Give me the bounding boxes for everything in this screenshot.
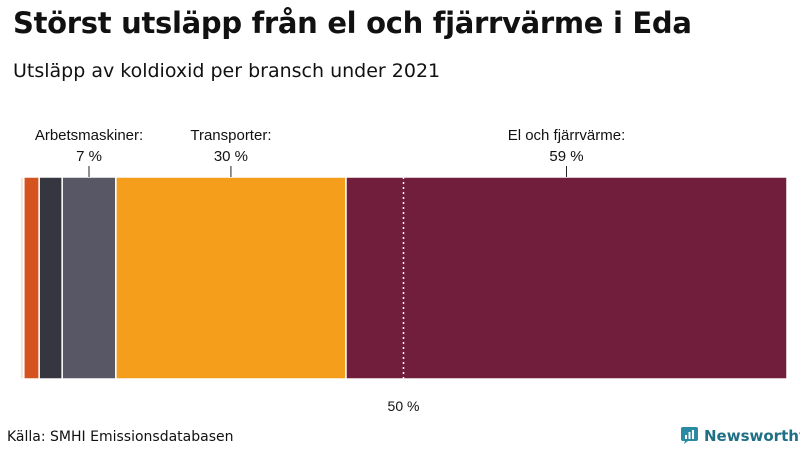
bar-segment-3 bbox=[61, 176, 117, 380]
segment-label-5: El och fjärrvärme: bbox=[508, 127, 626, 144]
segment-value-label-5: 59 % bbox=[549, 148, 583, 165]
bar-segment-2 bbox=[38, 176, 63, 380]
segment-label-3: Arbetsmaskiner: bbox=[35, 127, 143, 144]
bar-segment-5 bbox=[345, 176, 788, 380]
chart-title: Störst utsläpp från el och fjärrvärme i … bbox=[13, 6, 692, 40]
segment-value-label-3: 7 % bbox=[76, 148, 102, 165]
segment-value-label-4: 30 % bbox=[214, 148, 248, 165]
source-note: Källa: SMHI Emissionsdatabasen bbox=[7, 429, 234, 445]
bar-segments bbox=[19, 176, 788, 380]
bar-segment-4 bbox=[115, 176, 347, 380]
newsworthy-logo-text: Newsworthy bbox=[704, 426, 800, 445]
newsworthy-logo-icon bbox=[681, 427, 698, 444]
bar-segment-1 bbox=[23, 176, 40, 380]
reference-line-label: 50 % bbox=[388, 398, 420, 414]
segment-labels: Arbetsmaskiner: 7 % Transporter: 30 % El och… bbox=[35, 127, 626, 178]
chart-subtitle: Utsläpp av koldioxid per bransch under 2… bbox=[13, 60, 441, 82]
segment-label-4: Transporter: bbox=[190, 127, 271, 144]
newsworthy-logo[interactable]: Newsworthy bbox=[680, 426, 800, 445]
